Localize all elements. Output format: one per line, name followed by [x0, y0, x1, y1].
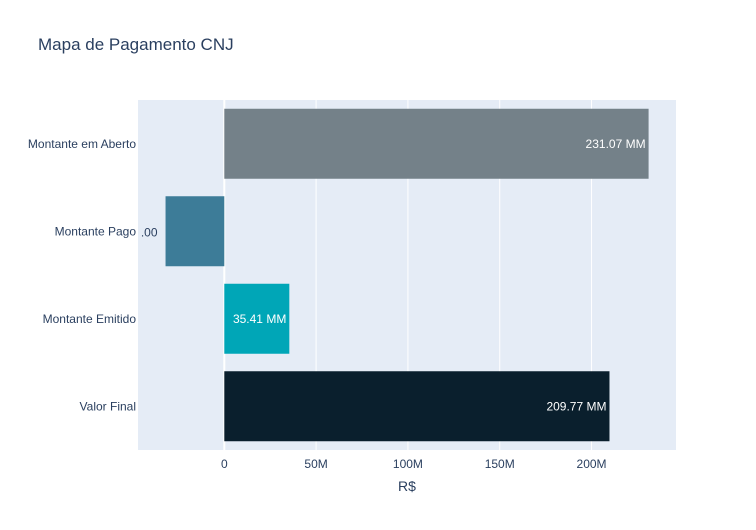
- x-axis-title: R$: [398, 478, 416, 494]
- data-label: 35.41 MM: [233, 312, 286, 326]
- x-tick-label: 100M: [393, 457, 423, 471]
- data-label: 231.07 MM: [586, 137, 646, 151]
- x-tick-label: 0: [221, 457, 228, 471]
- chart-title: Mapa de Pagamento CNJ: [38, 35, 234, 54]
- bars: 231.07 MM .00 35.41 MM 209.77 MM: [141, 108, 649, 442]
- bar: [224, 283, 290, 354]
- y-tick-label: Montante Pago: [55, 224, 137, 238]
- x-tick-label: 200M: [577, 457, 607, 471]
- x-tick-labels: 0 50M 100M 150M 200M: [221, 457, 607, 471]
- x-tick-label: 150M: [485, 457, 515, 471]
- y-tick-label: Montante em Aberto: [28, 137, 136, 151]
- data-label: 209.77 MM: [546, 399, 606, 413]
- y-tick-label: Valor Final: [80, 399, 136, 413]
- bar: [224, 108, 649, 179]
- y-tick-label: Montante Emitido: [43, 312, 137, 326]
- x-tick-label: 50M: [304, 457, 327, 471]
- bar: [224, 371, 610, 442]
- bar: [165, 196, 225, 267]
- y-tick-labels: Montante em Aberto Montante Pago Montante …: [28, 137, 136, 414]
- data-label: .00: [141, 225, 158, 239]
